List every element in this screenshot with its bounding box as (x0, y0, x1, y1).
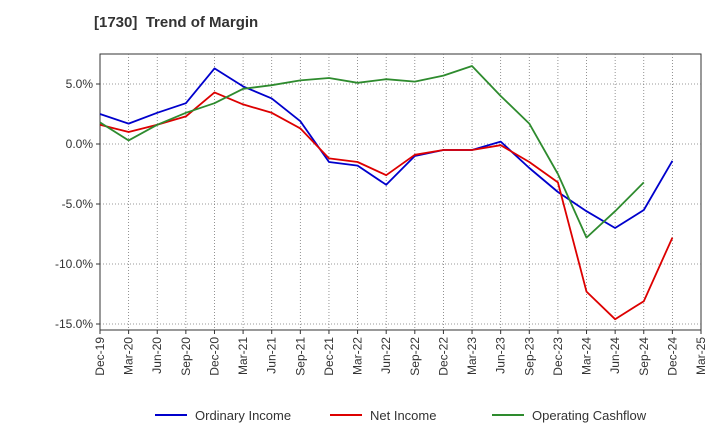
y-tick-label: -15.0% (55, 317, 93, 331)
legend-label-operating-cashflow: Operating Cashflow (532, 408, 647, 423)
y-tick-label: -10.0% (55, 257, 93, 271)
x-tick-label: Dec-24 (665, 337, 679, 376)
x-tick-label: Mar-24 (580, 337, 594, 375)
grid-lines (100, 54, 701, 330)
legend-label-net-income: Net Income (370, 408, 436, 423)
x-tick-label: Sep-24 (637, 337, 651, 376)
x-tick-label: Jun-23 (494, 337, 508, 374)
x-tick-label: Mar-22 (351, 337, 365, 375)
x-tick-label: Dec-22 (436, 337, 450, 376)
x-tick-label: Mar-23 (465, 337, 479, 375)
x-tick-label: Mar-21 (236, 337, 250, 375)
x-tick-label: Dec-21 (322, 337, 336, 376)
x-tick-label: Sep-20 (179, 337, 193, 376)
x-tick-label: Sep-22 (408, 337, 422, 376)
legend: Ordinary Income Net Income Operating Cashf… (155, 408, 647, 423)
series-line-ordinary-income (99, 67, 674, 229)
x-tick-label: Mar-20 (122, 337, 136, 375)
y-axis-ticks: 5.0% 0.0% -5.0% -10.0% -15.0% (55, 77, 100, 331)
x-tick-label: Dec-19 (93, 337, 107, 376)
x-tick-label: Sep-23 (522, 337, 536, 376)
y-tick-label: 0.0% (66, 137, 94, 151)
chart-title: [1730] Trend of Margin (94, 14, 259, 31)
series-lines (99, 65, 674, 321)
legend-label-ordinary-income: Ordinary Income (195, 408, 291, 423)
plot-area (99, 53, 702, 331)
x-tick-label: Dec-23 (551, 337, 565, 376)
y-tick-label: 5.0% (66, 77, 94, 91)
x-tick-label: Jun-21 (265, 337, 279, 374)
x-tick-label: Dec-20 (207, 337, 221, 376)
x-tick-label: Jun-22 (379, 337, 393, 374)
x-axis-ticks: Dec-19 Mar-20 Jun-20 Sep-20 Dec-20 Mar-21 Jun-… (93, 330, 708, 376)
x-tick-label: Mar-25 (694, 337, 708, 375)
y-tick-label: -5.0% (62, 197, 94, 211)
x-tick-label: Jun-20 (150, 337, 164, 374)
x-tick-label: Sep-21 (293, 337, 307, 376)
series-line-net-income (99, 91, 674, 321)
series-line-operating-cashflow (99, 65, 645, 239)
x-tick-label: Jun-24 (608, 337, 622, 374)
